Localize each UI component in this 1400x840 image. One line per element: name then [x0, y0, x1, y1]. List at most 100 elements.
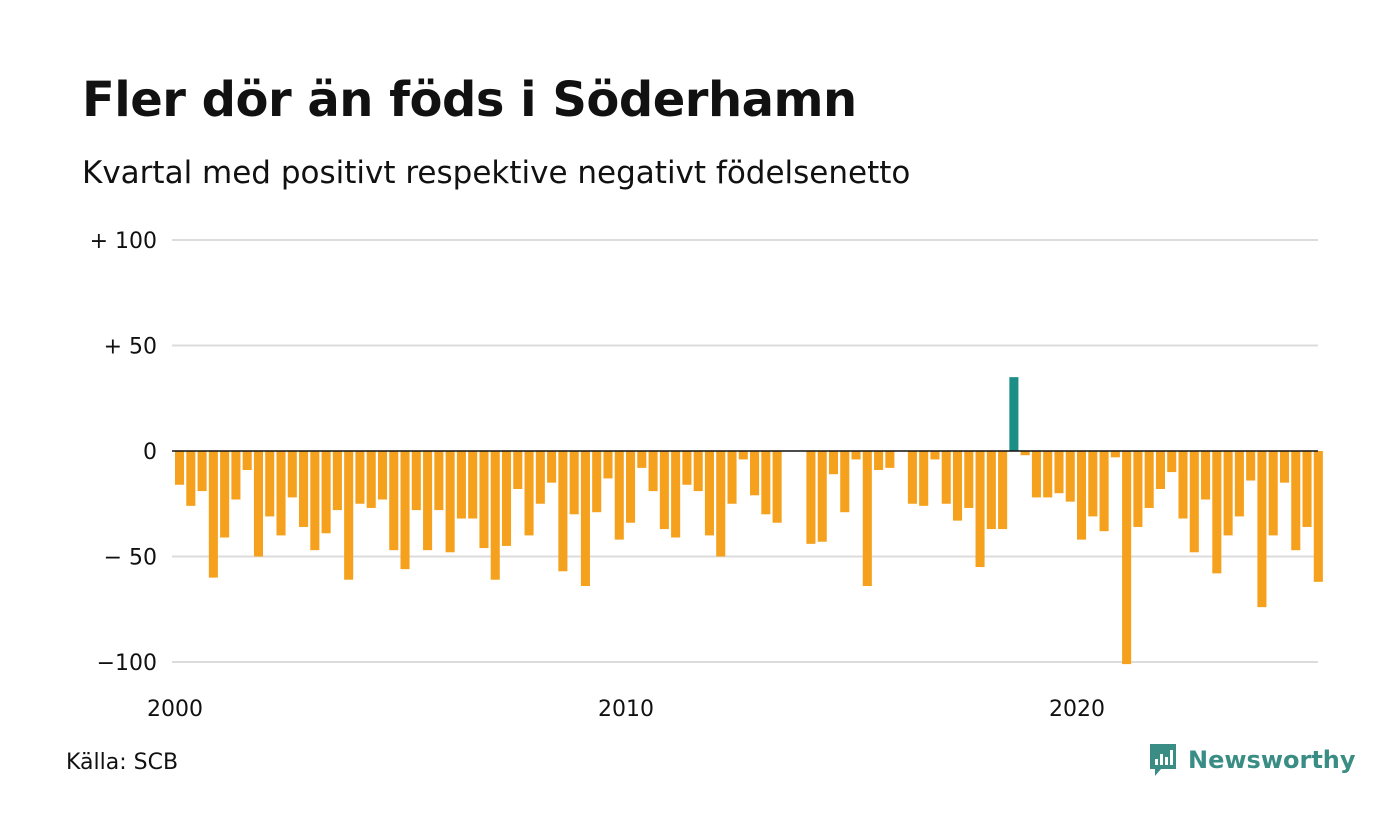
bar [569, 451, 579, 515]
bar [445, 451, 455, 553]
bar [400, 451, 410, 570]
bar [501, 451, 512, 546]
bar [1110, 451, 1120, 458]
bar [761, 451, 771, 515]
bar [1234, 451, 1244, 517]
bar [558, 451, 568, 572]
bar [1133, 451, 1143, 527]
bar [941, 451, 951, 504]
bar [1223, 451, 1233, 536]
bar [716, 451, 726, 557]
bar [1178, 451, 1188, 519]
bar [355, 451, 365, 504]
bar [930, 451, 940, 460]
bar [377, 451, 388, 500]
chart-title: Fler dör än föds i Söderhamn [82, 72, 857, 128]
bar [1031, 451, 1041, 498]
bar [952, 451, 963, 521]
bar [840, 451, 850, 513]
bar [1043, 451, 1053, 498]
bar [1099, 451, 1109, 532]
bar [547, 451, 557, 483]
bar [626, 451, 636, 523]
bar [682, 451, 692, 485]
bar [468, 451, 478, 519]
bar [220, 451, 230, 538]
bar [456, 451, 466, 519]
bar [1201, 451, 1211, 500]
bar [1212, 451, 1222, 574]
bar [637, 451, 647, 468]
brand-logo: Newsworthy [1148, 742, 1356, 778]
bar [1065, 451, 1075, 502]
bar [772, 451, 782, 523]
bar [727, 451, 737, 504]
bar [750, 451, 760, 496]
bars [175, 377, 1323, 665]
bar [964, 451, 974, 508]
bar [592, 451, 602, 513]
bar [874, 451, 884, 470]
bar [299, 451, 309, 527]
bar [389, 451, 399, 551]
x-tick-label: 2020 [1049, 697, 1105, 722]
bar [1257, 451, 1267, 608]
bar [310, 451, 320, 551]
bar [1167, 451, 1177, 473]
tick-labels: + 100 + 50 0 − 50 −100 2000 2010 2020 [90, 229, 1105, 722]
bar [253, 451, 263, 557]
bar [276, 451, 286, 536]
bar [828, 451, 839, 475]
y-tick-label: + 50 [104, 335, 157, 360]
bar [885, 451, 895, 468]
bar [1189, 451, 1199, 553]
bar [580, 451, 590, 587]
bar [423, 451, 433, 551]
bar [1122, 451, 1132, 665]
bar [603, 451, 613, 479]
bar [1054, 451, 1064, 494]
bar [242, 451, 252, 470]
bar [975, 451, 985, 568]
bar [817, 451, 827, 542]
bar [175, 451, 185, 485]
x-tick-label: 2010 [598, 697, 654, 722]
bar [321, 451, 331, 534]
bar [1246, 451, 1256, 481]
newsworthy-logo-icon [1150, 744, 1176, 776]
bar [411, 451, 421, 511]
bar [1077, 451, 1087, 540]
bar [862, 451, 872, 587]
y-tick-label: −100 [97, 651, 157, 676]
bar [1302, 451, 1312, 527]
bar [344, 451, 354, 580]
y-tick-label: − 50 [104, 546, 157, 571]
source-note: Källa: SCB [66, 750, 179, 775]
bar [490, 451, 500, 580]
bar [919, 451, 929, 506]
bar [265, 451, 275, 517]
bar [513, 451, 523, 489]
bar [479, 451, 489, 549]
y-tick-label: 0 [143, 440, 157, 465]
bar [434, 451, 444, 511]
bar [693, 451, 703, 492]
bar [535, 451, 545, 504]
bar [851, 451, 861, 460]
bar [1009, 377, 1019, 451]
bar [1020, 451, 1030, 456]
bar [614, 451, 624, 540]
bar [986, 451, 996, 530]
bar [1144, 451, 1154, 508]
bar [998, 451, 1008, 530]
bar [1279, 451, 1290, 483]
y-tick-label: + 100 [90, 229, 157, 254]
bar [806, 451, 816, 544]
bar [231, 451, 241, 500]
bar [1291, 451, 1301, 551]
x-tick-label: 2000 [147, 697, 203, 722]
bar [907, 451, 917, 504]
bar [366, 451, 376, 508]
bar [197, 451, 207, 492]
bar [524, 451, 534, 536]
